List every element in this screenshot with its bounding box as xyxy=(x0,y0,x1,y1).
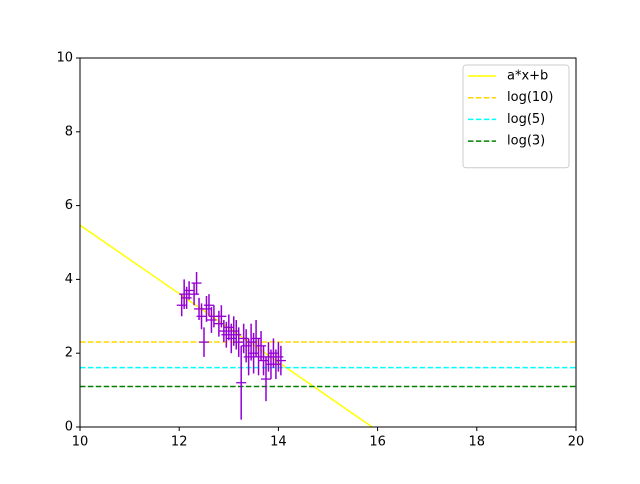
x-tick-label: 20 xyxy=(568,435,585,450)
y-tick-label: 2 xyxy=(65,346,73,361)
x-tick-label: 16 xyxy=(369,435,386,450)
x-tick-label: 12 xyxy=(171,435,188,450)
x-tick-label: 10 xyxy=(72,435,89,450)
y-tick-label: 10 xyxy=(56,51,73,66)
legend-label: log(5) xyxy=(507,112,545,127)
y-tick-label: 4 xyxy=(65,272,73,287)
x-tick-label: 14 xyxy=(270,435,287,450)
x-tick-label: 18 xyxy=(469,435,486,450)
y-tick-label: 8 xyxy=(65,124,73,139)
axes-frame xyxy=(79,57,577,428)
y-tick-label: 6 xyxy=(65,198,73,213)
legend-box xyxy=(462,64,570,169)
plot-area xyxy=(80,224,576,427)
y-tick-label: 0 xyxy=(65,420,73,435)
legend-label: log(3) xyxy=(507,134,545,149)
legend-label: a*x+b xyxy=(507,69,548,84)
legend-label: log(10) xyxy=(507,90,554,105)
